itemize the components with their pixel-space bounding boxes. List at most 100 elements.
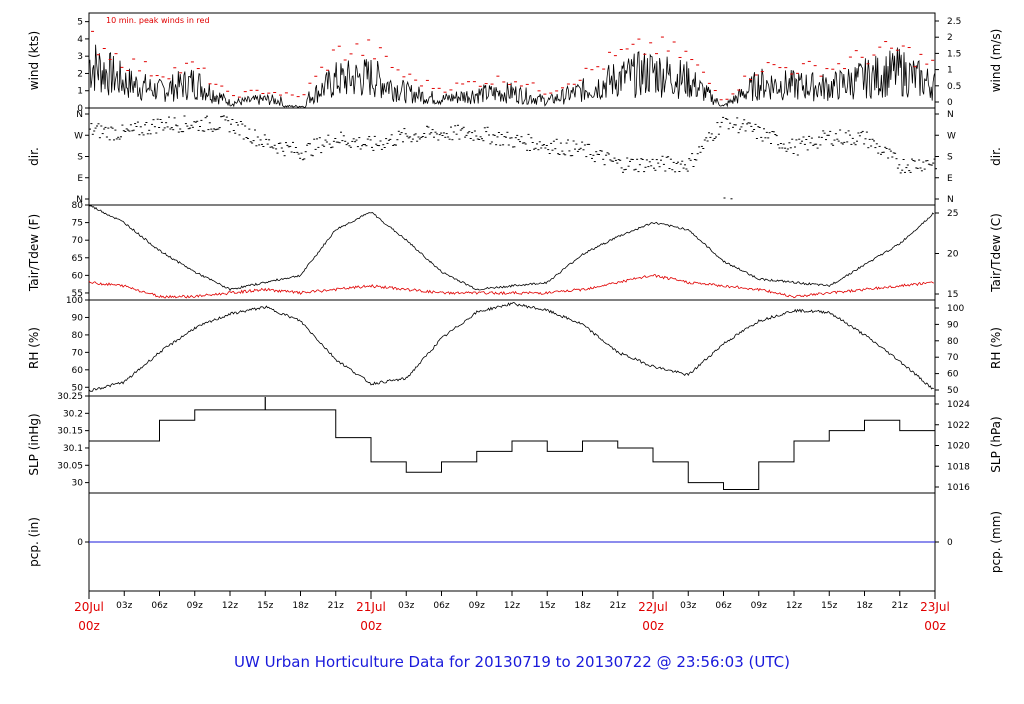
direction-point (397, 130, 400, 132)
direction-point (138, 134, 141, 136)
x-tick-label: 06z (715, 601, 731, 611)
direction-point (224, 119, 227, 121)
panel-frame (88, 107, 936, 206)
direction-point (444, 136, 447, 138)
x-tick-label: 09z (187, 601, 203, 611)
direction-point (101, 133, 104, 135)
direction-point (627, 165, 630, 167)
direction-point (345, 144, 348, 146)
direction-point (442, 132, 445, 134)
direction-point (228, 131, 231, 133)
y-tick-label-right: N (947, 195, 954, 205)
x-tick-label: 12z (786, 601, 802, 611)
direction-point (273, 144, 276, 146)
direction-point (791, 138, 794, 140)
y-axis-label-left: SLP (inHg) (27, 413, 41, 475)
direction-point (662, 163, 665, 165)
direction-point (299, 157, 302, 159)
direction-point (97, 123, 100, 125)
y-tick-label-right: 80 (947, 337, 959, 347)
direction-point (190, 124, 193, 126)
direction-point (400, 132, 403, 134)
direction-point (155, 132, 158, 134)
direction-point (158, 127, 161, 128)
direction-point (430, 132, 433, 134)
direction-point (455, 133, 458, 135)
direction-point (651, 158, 654, 160)
panel-frame (88, 299, 936, 397)
direction-point (712, 139, 715, 141)
direction-point (206, 115, 208, 117)
direction-point (359, 148, 362, 150)
direction-point (146, 133, 149, 135)
direction-point (819, 144, 822, 146)
direction-point (820, 136, 823, 138)
x-day-hour-label: 00z (360, 619, 382, 633)
direction-point (402, 141, 404, 143)
y-tick-label-left: 5 (77, 18, 83, 28)
direction-point (698, 146, 701, 148)
direction-point (201, 130, 204, 132)
direction-point (352, 138, 355, 140)
direction-point (909, 171, 912, 173)
direction-point (648, 161, 651, 163)
relative-humidity-line (88, 301, 934, 392)
direction-point (860, 132, 863, 134)
direction-point (177, 131, 180, 133)
direction-point (263, 134, 266, 136)
direction-point (105, 136, 108, 138)
direction-point (730, 198, 733, 200)
direction-point (678, 171, 681, 172)
direction-point (736, 117, 739, 119)
direction-point (612, 160, 615, 162)
direction-point (888, 148, 891, 150)
direction-point (874, 147, 877, 149)
direction-point (457, 124, 459, 126)
direction-point (328, 143, 331, 145)
y-axis-label-right: wind (m/s) (989, 29, 1003, 93)
direction-point (232, 130, 235, 131)
direction-point (441, 135, 444, 136)
direction-point (792, 153, 795, 154)
direction-point (222, 115, 225, 117)
direction-point (208, 122, 211, 124)
panel-frame (88, 204, 936, 301)
direction-point (149, 133, 152, 135)
direction-point (210, 128, 213, 130)
direction-point (616, 162, 619, 164)
direction-point (760, 136, 763, 138)
y-tick-label-right: 90 (947, 320, 959, 330)
direction-point (781, 147, 784, 149)
direction-point (884, 146, 887, 148)
direction-point (179, 128, 182, 130)
direction-point (786, 148, 789, 150)
direction-point (239, 121, 242, 122)
direction-point (933, 158, 936, 160)
y-axis-label-right: dir. (989, 147, 1003, 166)
direction-point (634, 168, 637, 170)
direction-point (802, 136, 805, 138)
direction-point (496, 136, 499, 138)
direction-point (613, 157, 616, 159)
direction-point (569, 155, 572, 157)
direction-point (458, 138, 461, 140)
direction-point (182, 131, 185, 133)
direction-point (96, 125, 98, 127)
y-tick-label-left: 75 (72, 219, 83, 229)
direction-point (127, 129, 130, 131)
direction-point (311, 155, 314, 157)
direction-point (927, 163, 930, 165)
direction-point (727, 128, 730, 130)
direction-point (256, 136, 259, 138)
direction-point (904, 171, 906, 173)
x-day-hour-label: 00z (924, 619, 946, 633)
direction-point (416, 140, 419, 142)
x-tick-label: 06z (151, 601, 167, 611)
direction-point (379, 140, 382, 142)
direction-point (839, 129, 842, 131)
direction-point (665, 156, 668, 158)
y-tick-label-left: 0 (77, 538, 83, 548)
y-tick-label-right: 60 (947, 370, 959, 380)
direction-point (294, 147, 297, 148)
direction-point (739, 128, 741, 130)
